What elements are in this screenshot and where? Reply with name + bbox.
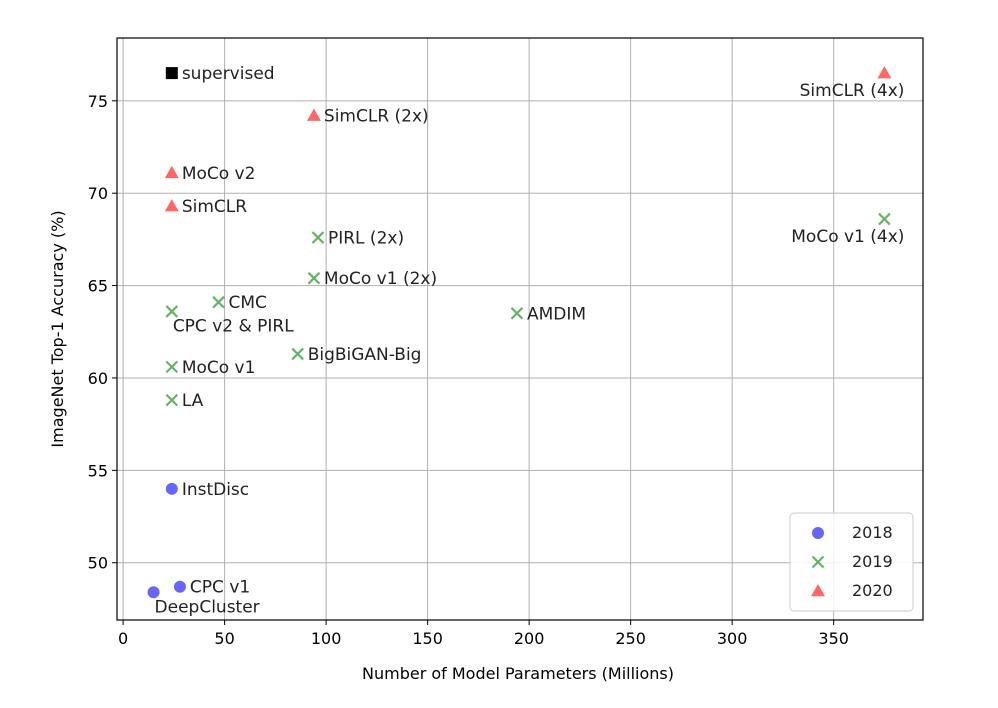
point-label-cpc-v1: CPC v1 (190, 578, 250, 598)
y-tick-label: 65 (88, 277, 108, 296)
point-label-moco-v1-4x: MoCo v1 (4x) (791, 227, 904, 247)
grid-layer (117, 38, 923, 620)
x-tick-label: 350 (818, 629, 849, 648)
point-label-pirl-2x: PIRL (2x) (328, 229, 404, 249)
point-cpc-v2-pirl (165, 305, 179, 318)
legend-label-2019: 2019 (852, 552, 893, 571)
point-moco-v2 (164, 165, 179, 179)
legend: 2018 2019 2020 (789, 512, 914, 612)
point-label-simclr-4x: SimCLR (4x) (800, 81, 905, 101)
point-label-instdisc: InstDisc (182, 480, 249, 500)
legend-marker-2019 (811, 555, 825, 569)
point-label-la: LA (182, 391, 204, 411)
legend-label-2020: 2020 (852, 581, 893, 600)
y-tick-label: 60 (88, 369, 108, 388)
point-deepcluster (147, 586, 160, 599)
point-simclr-4x (877, 66, 892, 79)
point-label-moco-v1: MoCo v1 (182, 358, 256, 378)
point-simclr-2x (306, 108, 321, 121)
point-label-supervised: supervised (182, 64, 275, 84)
x-tick-label: 50 (214, 629, 234, 648)
point-label-bigbigan-big: BigBiGAN-Big (308, 345, 422, 365)
legend-label-2018: 2018 (852, 523, 893, 542)
plot-area-frame (116, 37, 924, 621)
x-axis-label: Number of Model Parameters (Millions) (362, 664, 674, 683)
legend-marker-2018 (812, 527, 824, 539)
point-moco-v1-4x (878, 212, 891, 226)
point-label-deepcluster: DeepCluster (155, 597, 260, 617)
y-tick-label: 70 (88, 184, 108, 203)
x-tick-label: 100 (311, 629, 342, 648)
point-cpc-v1 (173, 580, 186, 593)
x-tick-label: 150 (412, 629, 443, 648)
x-tick-label: 300 (717, 629, 748, 648)
point-moco-v1 (165, 360, 179, 374)
point-label-moco-v2: MoCo v2 (182, 164, 256, 184)
legend-marker-2020 (811, 584, 825, 597)
x-tick-label: 200 (514, 629, 545, 648)
y-axis-label: ImageNet Top-1 Accuracy (%) (48, 210, 67, 447)
point-bigbigan-big (291, 347, 304, 361)
y-tick-label: 55 (88, 461, 108, 480)
point-supervised (165, 67, 178, 80)
x-tick-label: 0 (118, 629, 128, 648)
point-moco-v1-2x (307, 271, 321, 285)
point-instdisc (165, 482, 178, 495)
point-label-simclr-2x: SimCLR (2x) (324, 107, 429, 127)
point-simclr (164, 199, 179, 212)
point-label-simclr: SimCLR (182, 197, 247, 217)
point-layer: supervised SimCLR (2x) MoCo v2 SimCLR SimCLR… (147, 64, 905, 617)
y-tick-label: 75 (88, 92, 108, 111)
point-label-cpc-v2-pirl: CPC v2 & PIRL (173, 316, 294, 336)
x-tick-label: 250 (615, 629, 646, 648)
point-cmc (212, 295, 225, 309)
point-pirl-2x (311, 231, 325, 244)
point-amdim (510, 307, 524, 320)
tick-layer: 0 50 100 150 200 250 300 350 50 55 60 65 70 75 (88, 92, 849, 648)
y-tick-label: 50 (88, 554, 108, 573)
point-label-amdim: AMDIM (527, 304, 586, 324)
point-label-cmc: CMC (229, 293, 267, 313)
point-label-moco-v1-2x: MoCo v1 (2x) (324, 269, 437, 289)
point-la (165, 393, 179, 407)
